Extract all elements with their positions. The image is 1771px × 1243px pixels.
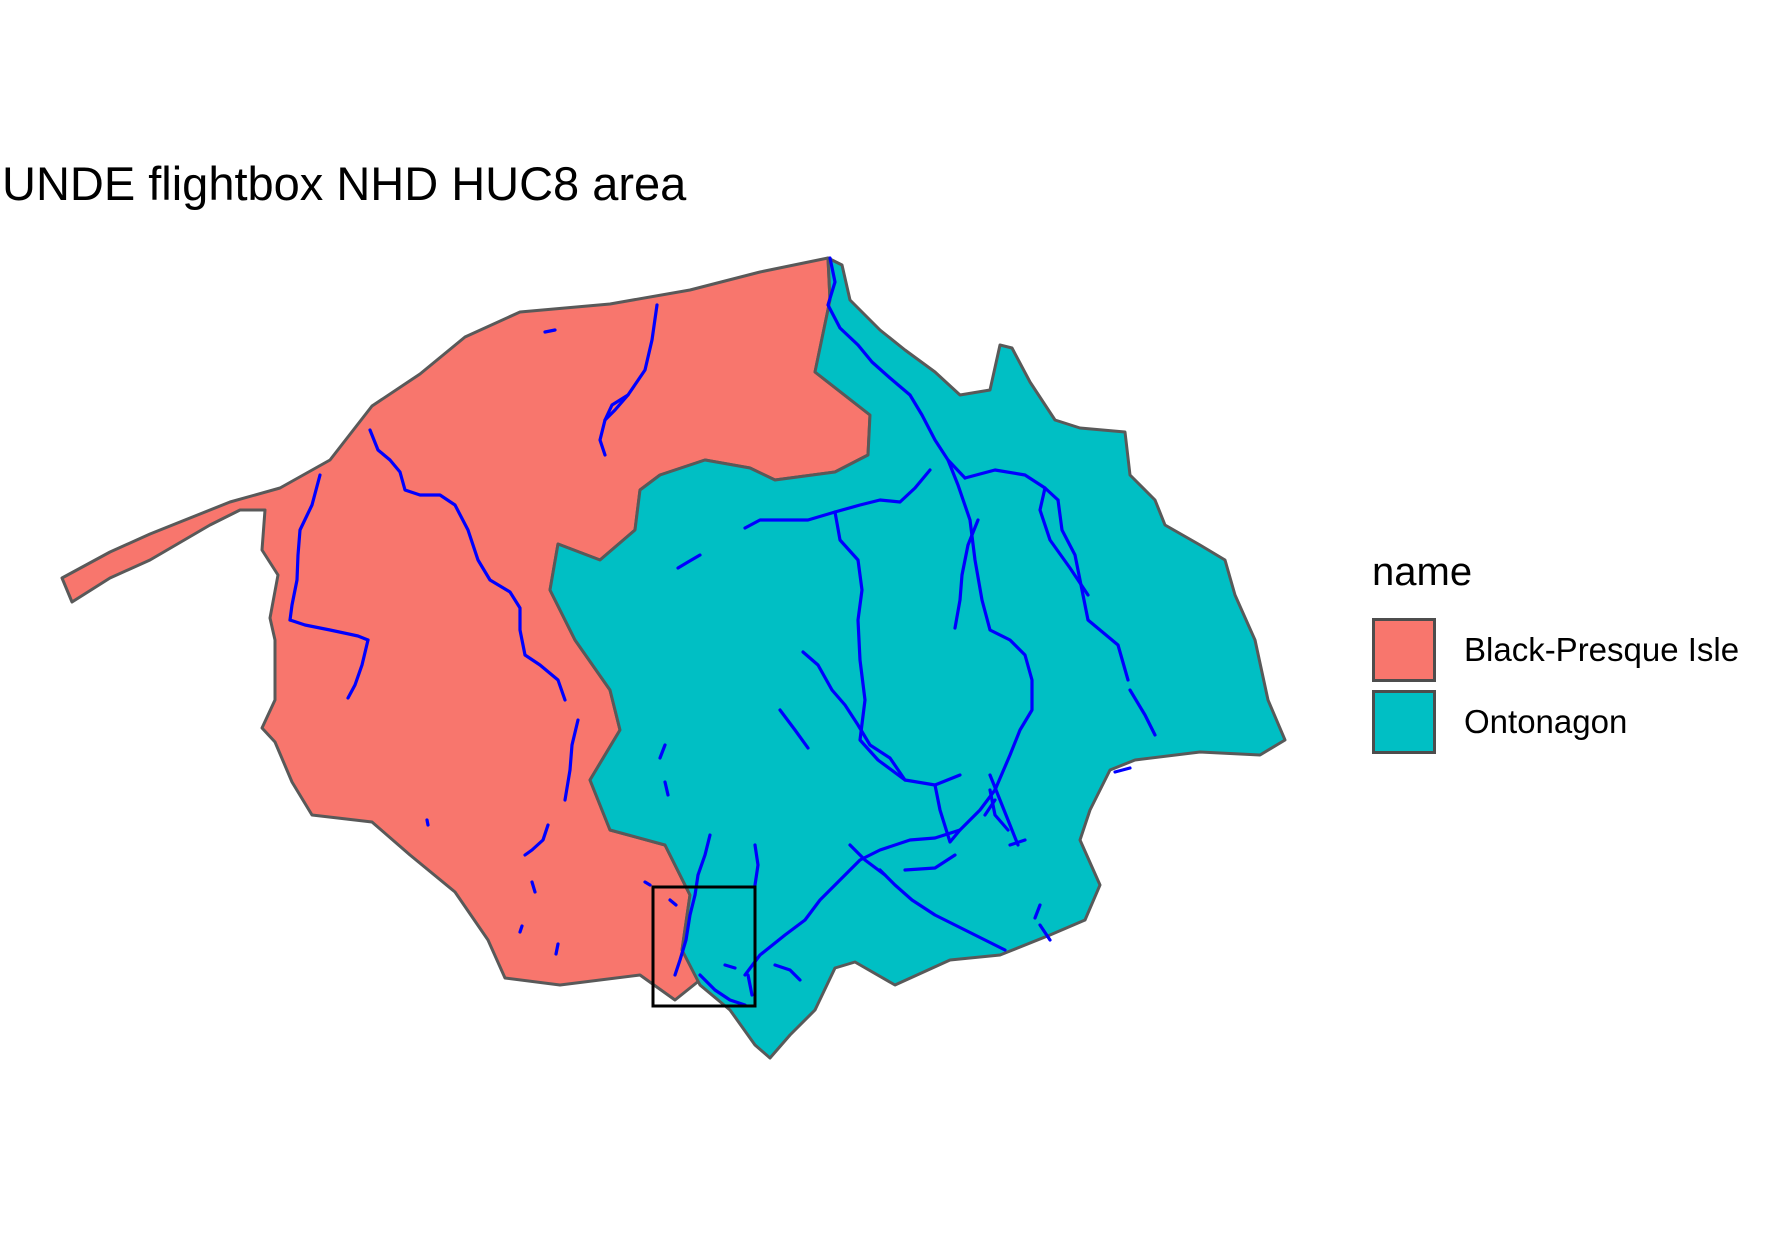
flowline bbox=[676, 553, 702, 570]
flowline bbox=[833, 510, 962, 787]
flowline bbox=[603, 393, 630, 422]
flowline bbox=[425, 818, 430, 827]
flowline bbox=[288, 618, 370, 642]
flowline bbox=[1038, 923, 1052, 942]
flowline bbox=[988, 788, 1010, 832]
flowline bbox=[563, 718, 580, 802]
flowline bbox=[1033, 903, 1042, 920]
flowline bbox=[743, 468, 932, 530]
flowline bbox=[598, 303, 659, 457]
flowline bbox=[988, 773, 1020, 847]
legend-swatch-black-presque-isle bbox=[1372, 618, 1436, 682]
flowline bbox=[1056, 498, 1130, 682]
flowline bbox=[826, 256, 967, 480]
nhd-flowlines bbox=[288, 256, 1157, 1007]
flowline bbox=[778, 708, 810, 750]
legend-item-black-presque-isle: Black-Presque Isle bbox=[1372, 614, 1739, 686]
flowline bbox=[723, 963, 737, 970]
flowline bbox=[801, 650, 907, 782]
legend: name Black-Presque Isle Ontonagon bbox=[1372, 552, 1739, 758]
unde-flightbox bbox=[651, 885, 757, 1008]
flowline bbox=[878, 868, 1007, 952]
flowline bbox=[1113, 766, 1132, 774]
flowline bbox=[554, 942, 560, 956]
flowline bbox=[933, 783, 962, 844]
flowline bbox=[848, 843, 887, 877]
flowline bbox=[288, 473, 322, 622]
flowline bbox=[658, 743, 667, 760]
flowline bbox=[518, 924, 524, 934]
legend-item-ontonagon: Ontonagon bbox=[1372, 686, 1739, 758]
flowline bbox=[946, 458, 1034, 792]
flowline bbox=[903, 853, 957, 872]
flowline bbox=[773, 963, 802, 982]
flowline bbox=[673, 833, 712, 977]
flowline bbox=[1128, 688, 1157, 737]
flowline bbox=[530, 880, 537, 894]
flowline bbox=[746, 973, 754, 997]
ontonagon-watershed bbox=[548, 256, 1287, 1060]
legend-title: name bbox=[1372, 550, 1473, 594]
flowline bbox=[963, 468, 1060, 502]
flowline bbox=[523, 823, 550, 857]
legend-label: Black-Presque Isle bbox=[1464, 631, 1740, 668]
legend-label: Ontonagon bbox=[1464, 703, 1628, 740]
flowline bbox=[643, 880, 652, 887]
flowline bbox=[698, 973, 747, 1007]
flowline bbox=[368, 428, 567, 702]
flowline bbox=[663, 780, 670, 797]
legend-swatch-ontonagon bbox=[1372, 690, 1436, 754]
flowline bbox=[753, 843, 760, 887]
flowline bbox=[668, 898, 678, 907]
map-title: UNDE flightbox NHD HUC8 area bbox=[2, 157, 687, 210]
flowline bbox=[953, 518, 980, 630]
flowline bbox=[543, 328, 557, 334]
flowline bbox=[346, 638, 370, 700]
flowline bbox=[1008, 838, 1027, 847]
flowline bbox=[1038, 486, 1090, 597]
